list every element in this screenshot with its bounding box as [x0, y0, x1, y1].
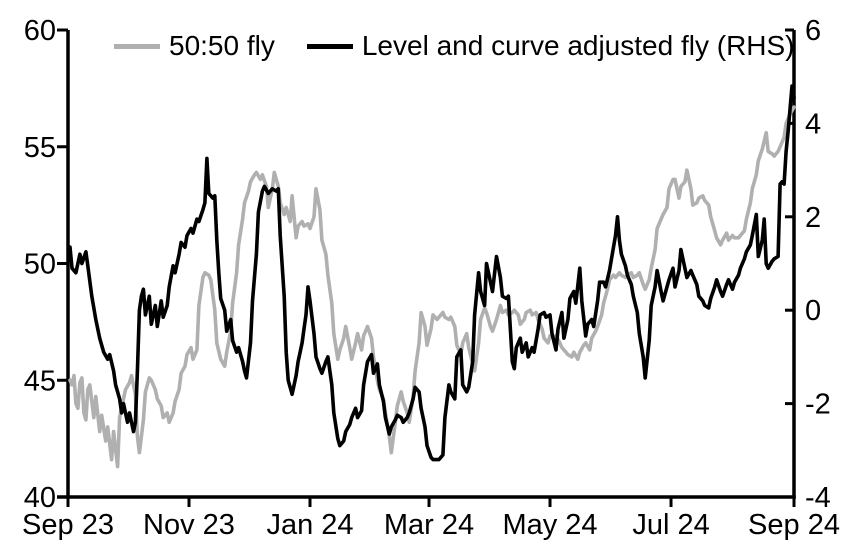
left-axis-tick-label: 45: [24, 365, 56, 397]
legend-label-adjusted-fly: Level and curve adjusted fly (RHS): [361, 30, 795, 61]
legend-label-5050-fly: 50:50 fly: [169, 30, 275, 61]
left-axis-tick-label: 50: [24, 249, 56, 281]
legend-swatch-gray-line: [114, 43, 160, 49]
x-axis-tick-label: Sep 24: [748, 509, 840, 541]
right-axis-tick-label: 0: [805, 295, 821, 327]
right-axis-tick-label: 4: [805, 108, 821, 140]
right-axis-tick-label: 2: [805, 202, 821, 234]
x-axis-tick-label: Jan 24: [266, 509, 353, 541]
left-axis-tick-label: 60: [24, 15, 56, 47]
left-axis-tick-label: 40: [24, 482, 56, 514]
right-axis-tick-label: -2: [805, 389, 831, 421]
x-axis-tick-label: Sep 23: [22, 509, 114, 541]
x-axis-tick-label: Jul 24: [632, 509, 709, 541]
x-axis-tick-label: May 24: [502, 509, 597, 541]
right-axis-tick-label: 6: [805, 15, 821, 47]
legend-swatch-black-line: [306, 43, 353, 49]
legend-item-adjusted-fly: Level and curve adjusted fly (RHS): [306, 30, 795, 62]
chart-legend: 50:50 fly Level and curve adjusted fly (…: [114, 30, 795, 62]
legend-item-5050-fly: 50:50 fly: [114, 30, 275, 62]
series-line-adjusted-fly: [68, 84, 796, 462]
x-axis-tick-label: Mar 24: [384, 509, 474, 541]
right-axis-tick-label: -4: [805, 482, 831, 514]
left-axis-tick-label: 55: [24, 132, 56, 164]
series-line-5050-fly: [68, 105, 796, 469]
x-axis-tick-label: Nov 23: [143, 509, 235, 541]
